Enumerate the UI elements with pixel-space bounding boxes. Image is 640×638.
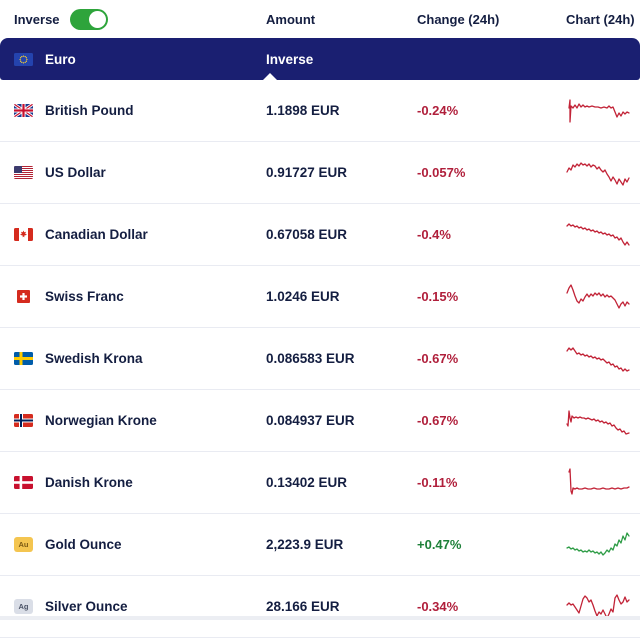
sparkline-chart — [566, 346, 630, 372]
sparkline-chart — [566, 531, 630, 556]
ca-flag-icon — [14, 227, 33, 242]
change-value: -0.34% — [417, 599, 459, 614]
currency-name: Swiss Franc — [45, 289, 124, 304]
amount-value: 0.086583 EUR — [266, 351, 355, 366]
currency-name: Gold Ounce — [45, 537, 122, 552]
no-flag-icon — [14, 413, 33, 428]
dk-flag-icon — [14, 475, 33, 490]
amount-value: 0.13402 EUR — [266, 475, 348, 490]
change-value: +0.47% — [417, 537, 462, 552]
currency-name: Danish Krone — [45, 475, 133, 490]
amount-value: 0.91727 EUR — [266, 165, 348, 180]
change-value: -0.15% — [417, 289, 459, 304]
amount-value: 1.1898 EUR — [266, 103, 340, 118]
currency-name: Canadian Dollar — [45, 227, 148, 242]
currency-name: British Pound — [45, 103, 134, 118]
bottom-divider — [0, 616, 640, 620]
currency-row[interactable]: Norwegian Krone 0.084937 EUR -0.67% — [0, 390, 640, 452]
currency-name: US Dollar — [45, 165, 106, 180]
currency-row[interactable]: Ag Silver Ounce 28.166 EUR -0.34% — [0, 576, 640, 638]
amount-value: 1.0246 EUR — [266, 289, 340, 304]
sparkline-chart — [568, 98, 630, 123]
currency-row[interactable]: Au Gold Ounce 2,223.9 EUR +0.47% — [0, 514, 640, 576]
amount-value: 0.67058 EUR — [266, 227, 348, 242]
us-flag-icon — [14, 165, 33, 180]
se-flag-icon — [14, 351, 33, 366]
base-currency-row: Euro Inverse — [0, 38, 640, 80]
inverse-toggle[interactable] — [69, 8, 108, 30]
change-value: -0.67% — [417, 413, 459, 428]
au-badge-icon: Au — [14, 537, 33, 552]
currency-row[interactable]: Swiss Franc 1.0246 EUR -0.15% — [0, 266, 640, 328]
caret-up-icon — [263, 73, 277, 80]
table-controls: Inverse Amount Change (24h) Chart (24h) — [0, 0, 640, 38]
toggle-knob — [88, 10, 106, 28]
sparkline-chart — [566, 593, 630, 619]
sparkline-chart — [568, 467, 630, 495]
currency-row[interactable]: US Dollar 0.91727 EUR -0.057% — [0, 142, 640, 204]
change-value: -0.4% — [417, 227, 451, 242]
inverse-toggle-label: Inverse — [14, 11, 60, 27]
gb-flag-icon — [14, 103, 33, 118]
ag-badge-icon: Ag — [14, 599, 33, 614]
currency-row[interactable]: Danish Krone 0.13402 EUR -0.11% — [0, 452, 640, 514]
currency-name: Norwegian Krone — [45, 413, 157, 428]
change-value: -0.11% — [417, 475, 458, 490]
amount-value: 2,223.9 EUR — [266, 537, 344, 552]
ch-flag-icon — [14, 289, 33, 304]
currency-row[interactable]: British Pound 1.1898 EUR -0.24% — [0, 80, 640, 142]
amount-value: 0.084937 EUR — [266, 413, 355, 428]
currency-name: Swedish Krona — [45, 351, 143, 366]
rates-table-body: British Pound 1.1898 EUR -0.24% US Dolla… — [0, 80, 640, 638]
currency-row[interactable]: Swedish Krona 0.086583 EUR -0.67% — [0, 328, 640, 390]
base-inverse-label: Inverse — [266, 51, 314, 67]
column-header-change: Change (24h) — [417, 11, 500, 27]
sparkline-chart — [566, 222, 630, 246]
change-value: -0.057% — [417, 165, 466, 180]
amount-value: 28.166 EUR — [266, 599, 340, 614]
currency-name: Silver Ounce — [45, 599, 128, 614]
sparkline-chart — [566, 161, 630, 186]
currency-row[interactable]: Canadian Dollar 0.67058 EUR -0.4% — [0, 204, 640, 266]
change-value: -0.24% — [417, 103, 459, 118]
sparkline-chart — [566, 409, 630, 435]
sparkline-chart — [566, 283, 630, 309]
change-value: -0.67% — [417, 351, 459, 366]
base-currency-name: Euro — [45, 51, 76, 67]
eu-flag-icon — [14, 52, 33, 67]
column-header-chart: Chart (24h) — [566, 11, 635, 27]
column-header-amount: Amount — [266, 11, 316, 27]
